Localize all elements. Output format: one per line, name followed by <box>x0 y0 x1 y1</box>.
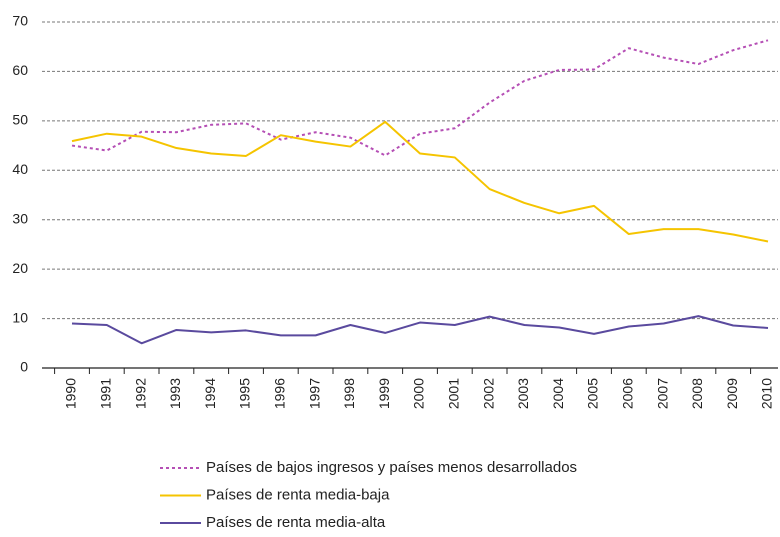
x-tick-label: 2007 <box>654 378 670 409</box>
series-line <box>71 120 769 243</box>
x-tick-label: 2009 <box>724 378 740 409</box>
x-tick-label: 1993 <box>167 378 183 409</box>
y-tick-label: 40 <box>12 161 28 177</box>
x-tick-label: 2006 <box>620 378 636 409</box>
x-tick-label: 1996 <box>272 378 288 409</box>
series-line <box>71 39 769 157</box>
legend-label: Países de bajos ingresos y países menos … <box>206 459 577 476</box>
x-tick-label: 1999 <box>376 378 392 409</box>
x-tick-label: 1997 <box>306 378 322 409</box>
x-tick-label: 2010 <box>759 378 775 409</box>
x-tick-label: 2003 <box>515 378 531 409</box>
y-tick-label: 70 <box>12 13 28 29</box>
y-tick-label: 50 <box>12 112 28 128</box>
legend-label: Países de renta media-baja <box>206 486 390 503</box>
y-tick-label: 30 <box>12 210 28 226</box>
x-tick-label: 1995 <box>237 378 253 409</box>
x-tick-label: 2000 <box>411 378 427 409</box>
x-tick-label: 2008 <box>689 378 705 409</box>
y-tick-label: 10 <box>12 309 28 325</box>
x-tick-label: 2002 <box>480 378 496 409</box>
x-tick-label: 1990 <box>63 378 79 409</box>
legend-label: Países de renta media-alta <box>206 514 386 531</box>
x-tick-label: 1992 <box>132 378 148 409</box>
x-tick-label: 2004 <box>550 378 566 409</box>
x-tick-label: 1994 <box>202 378 218 409</box>
x-tick-label: 2005 <box>585 378 601 409</box>
y-tick-label: 20 <box>12 260 28 276</box>
y-tick-label: 60 <box>12 62 28 78</box>
x-tick-label: 1998 <box>341 378 357 409</box>
series-line <box>71 315 769 345</box>
legend: Países de bajos ingresos y países menos … <box>160 459 577 531</box>
y-tick-label: 0 <box>20 359 28 375</box>
x-tick-label: 2001 <box>446 378 462 409</box>
x-tick-label: 1991 <box>98 378 114 409</box>
